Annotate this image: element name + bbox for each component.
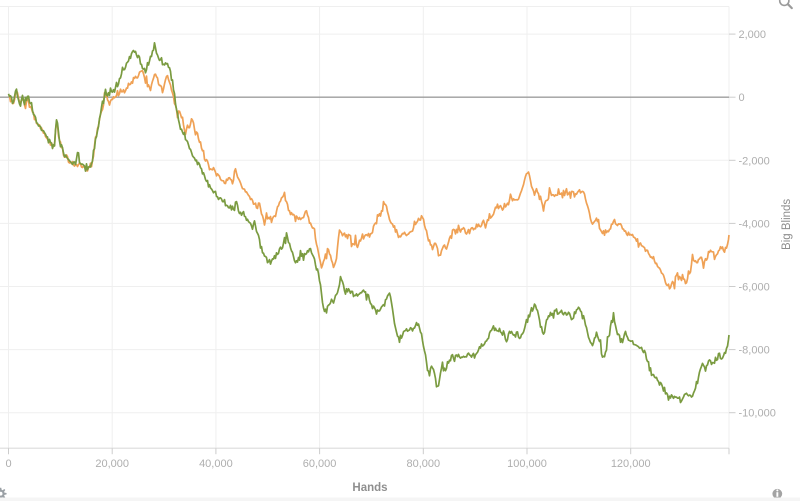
svg-text:80,000: 80,000: [406, 458, 440, 470]
svg-text:-6,000: -6,000: [739, 282, 770, 294]
svg-text:-4,000: -4,000: [739, 218, 770, 230]
svg-text:40,000: 40,000: [199, 458, 233, 470]
svg-text:0: 0: [5, 458, 11, 470]
svg-text:-2,000: -2,000: [739, 155, 770, 167]
svg-text:100,000: 100,000: [507, 458, 547, 470]
svg-text:-10,000: -10,000: [739, 408, 776, 420]
svg-text:2,000: 2,000: [739, 29, 767, 41]
svg-text:Hands: Hands: [352, 482, 387, 494]
svg-text:-8,000: -8,000: [739, 345, 770, 357]
svg-text:120,000: 120,000: [611, 458, 651, 470]
svg-text:Big Blinds: Big Blinds: [781, 199, 793, 250]
svg-text:0: 0: [739, 92, 745, 104]
svg-text:60,000: 60,000: [303, 458, 337, 470]
svg-text:20,000: 20,000: [95, 458, 129, 470]
